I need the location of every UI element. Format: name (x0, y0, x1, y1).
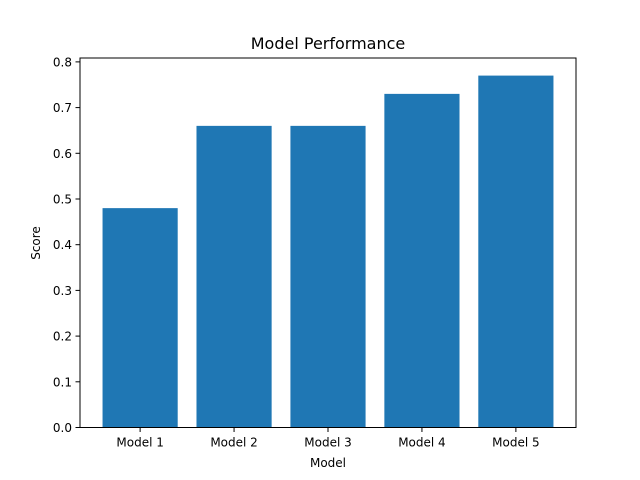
plot-frame (79, 57, 577, 428)
x-tick-label-5: Model 5 (492, 436, 539, 450)
bar-3 (290, 125, 366, 428)
x-tick-label-3: Model 3 (304, 436, 351, 450)
y-tick-label-7: 0.7 (53, 101, 72, 115)
y-tick-label-6: 0.6 (53, 147, 72, 161)
y-tick-label-2: 0.2 (53, 330, 72, 344)
y-axis-label: Score (29, 226, 43, 260)
x-tick-label-1: Model 1 (116, 436, 163, 450)
y-tick-label-3: 0.3 (53, 284, 72, 298)
x-tick-label-2: Model 2 (210, 436, 257, 450)
x-tick-label-4: Model 4 (398, 436, 445, 450)
x-ticks-group: Model 1 Model 2 Model 3 Model 4 Model 5 (116, 427, 540, 450)
bar-4 (384, 93, 460, 428)
y-tick-label-0: 0.0 (53, 421, 72, 435)
bar-2 (196, 125, 272, 428)
y-ticks-group: 0.0 0.1 0.2 0.3 0.4 0.5 0.6 0.7 0.8 (53, 55, 80, 435)
x-axis-label: Model (310, 456, 346, 470)
chart-title: Model Performance (251, 34, 406, 53)
bar-5 (478, 75, 554, 428)
bar-1 (102, 208, 178, 428)
y-tick-label-5: 0.5 (53, 192, 72, 206)
bars-group (102, 75, 554, 428)
y-tick-label-4: 0.4 (53, 238, 72, 252)
y-tick-label-1: 0.1 (53, 375, 72, 389)
y-tick-label-8: 0.8 (53, 55, 72, 69)
